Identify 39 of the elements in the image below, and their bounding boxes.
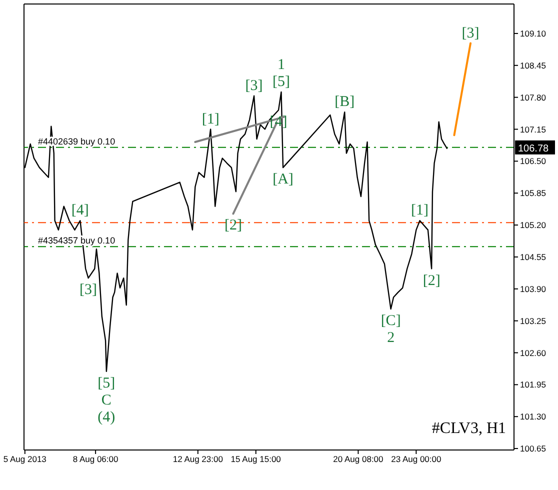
x-tick-label: 12 Aug 23:00 (172, 454, 224, 464)
text: #CLV3, H1 (432, 420, 506, 438)
y-tick-label: 106.50 (520, 156, 546, 166)
y-tick-label: 102.60 (520, 348, 546, 358)
y-tick-label: 107.15 (520, 124, 546, 134)
y-tick-label: 109.10 (520, 28, 546, 38)
annotation: [5] (98, 375, 116, 392)
y-tick-label: 108.45 (520, 60, 546, 70)
y-tick-label: 105.85 (520, 188, 546, 198)
annotation: [2] (224, 218, 242, 234)
annotation: 2 (387, 330, 395, 346)
x-tick-label: 23 Aug 00:00 (391, 454, 442, 464)
annotation: [3] (245, 78, 263, 94)
x-tick-label: 20 Aug 08:00 (333, 454, 384, 464)
y-tick-label: 101.30 (520, 412, 546, 422)
annotation: 106.78 (518, 143, 550, 154)
annotation: [B] (334, 94, 355, 110)
annotation: C (101, 392, 112, 408)
x-tick-label: 15 Aug 15:00 (230, 454, 282, 464)
x-tick-label: 8 Aug 06:00 (72, 454, 119, 464)
annotation: [1] (202, 111, 220, 128)
y-tick-label: 103.25 (520, 316, 546, 326)
annotation: [3] (80, 282, 98, 298)
annotation: [4] (71, 202, 89, 219)
annotation: [3] (462, 25, 480, 42)
y-tick-label: 103.90 (520, 284, 546, 294)
y-tick-label: 105.20 (520, 220, 546, 230)
y-tick-label: 104.55 (520, 252, 546, 262)
annotation: (4) (98, 409, 116, 426)
annotation: [2] (422, 272, 440, 289)
y-tick-label: 100.65 (520, 444, 546, 454)
annotation: [1] (411, 202, 429, 219)
annotation: [5] (272, 74, 290, 90)
y-tick-label: 107.80 (520, 92, 546, 102)
annotation: 1 (277, 56, 285, 73)
annotation: [A] (272, 172, 294, 188)
y-tick-label: 101.95 (520, 380, 546, 390)
annotation: [C] (380, 313, 401, 330)
x-tick-label: 5 Aug 2013 (3, 454, 47, 464)
